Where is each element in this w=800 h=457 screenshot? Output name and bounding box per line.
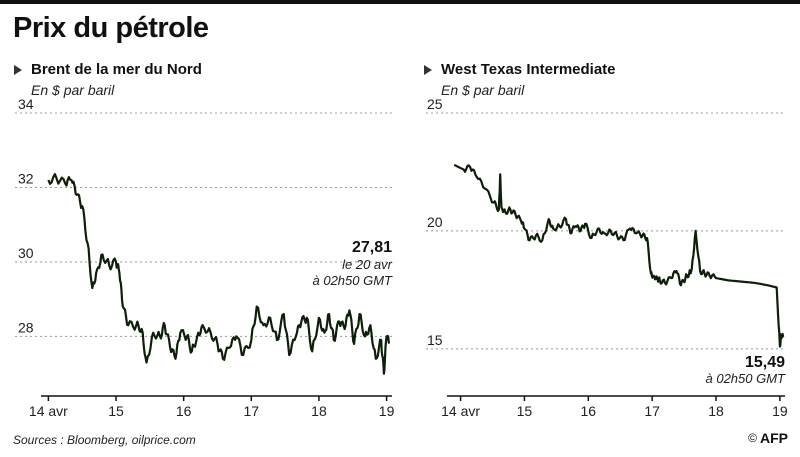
last-value-label: 15,49 (745, 354, 785, 371)
x-tick-label: 19 (379, 403, 395, 419)
afp-logo: © AFP (748, 430, 788, 446)
x-tick-label: 14 avr (29, 403, 68, 419)
x-tick-label: 15 (108, 403, 124, 419)
wti-title: West Texas Intermediate (441, 61, 616, 78)
x-tick-label: 17 (244, 403, 260, 419)
annotation-date: le 20 avr (342, 257, 393, 272)
series-line (453, 163, 785, 348)
x-tick-label: 16 (581, 403, 597, 419)
sources-note: Sources : Bloomberg, oilprice.com (13, 433, 196, 447)
brent-title: Brent de la mer du Nord (31, 61, 202, 78)
x-tick-label: 14 avr (441, 403, 480, 419)
page-title: Prix du pétrole (13, 12, 209, 44)
series-line (47, 173, 391, 375)
y-tick-label: 20 (427, 214, 443, 230)
wti-header: West Texas Intermediate En $ par baril (424, 61, 616, 98)
x-tick-label: 18 (311, 403, 327, 419)
brent-header: Brent de la mer du Nord En $ par baril (14, 61, 202, 98)
x-tick-label: 18 (708, 403, 724, 419)
top-rule (0, 0, 800, 4)
wti-unit: En $ par baril (441, 82, 525, 98)
x-tick-label: 17 (644, 403, 660, 419)
x-tick-label: 15 (517, 403, 533, 419)
last-value-label: 27,81 (352, 239, 392, 256)
triangle-bullet-icon (424, 64, 432, 75)
x-tick-label: 19 (772, 403, 788, 419)
x-tick-label: 16 (176, 403, 192, 419)
copyright-icon: © (748, 431, 757, 445)
brent-unit: En $ par baril (31, 82, 115, 98)
y-tick-label: 32 (18, 170, 34, 186)
y-tick-label: 30 (18, 245, 34, 261)
y-tick-label: 34 (18, 96, 34, 112)
annotation-time: à 02h50 GMT (706, 371, 787, 386)
wti-chart: 15 20 25 14 avr 15 16 17 18 19 15,49à 02h50 GMT (426, 96, 788, 419)
y-tick-label: 15 (427, 332, 443, 348)
triangle-bullet-icon (14, 64, 22, 75)
y-tick-label: 28 (18, 319, 34, 335)
y-tick-label: 25 (427, 96, 443, 112)
annotation-time: à 02h50 GMT (313, 273, 394, 288)
